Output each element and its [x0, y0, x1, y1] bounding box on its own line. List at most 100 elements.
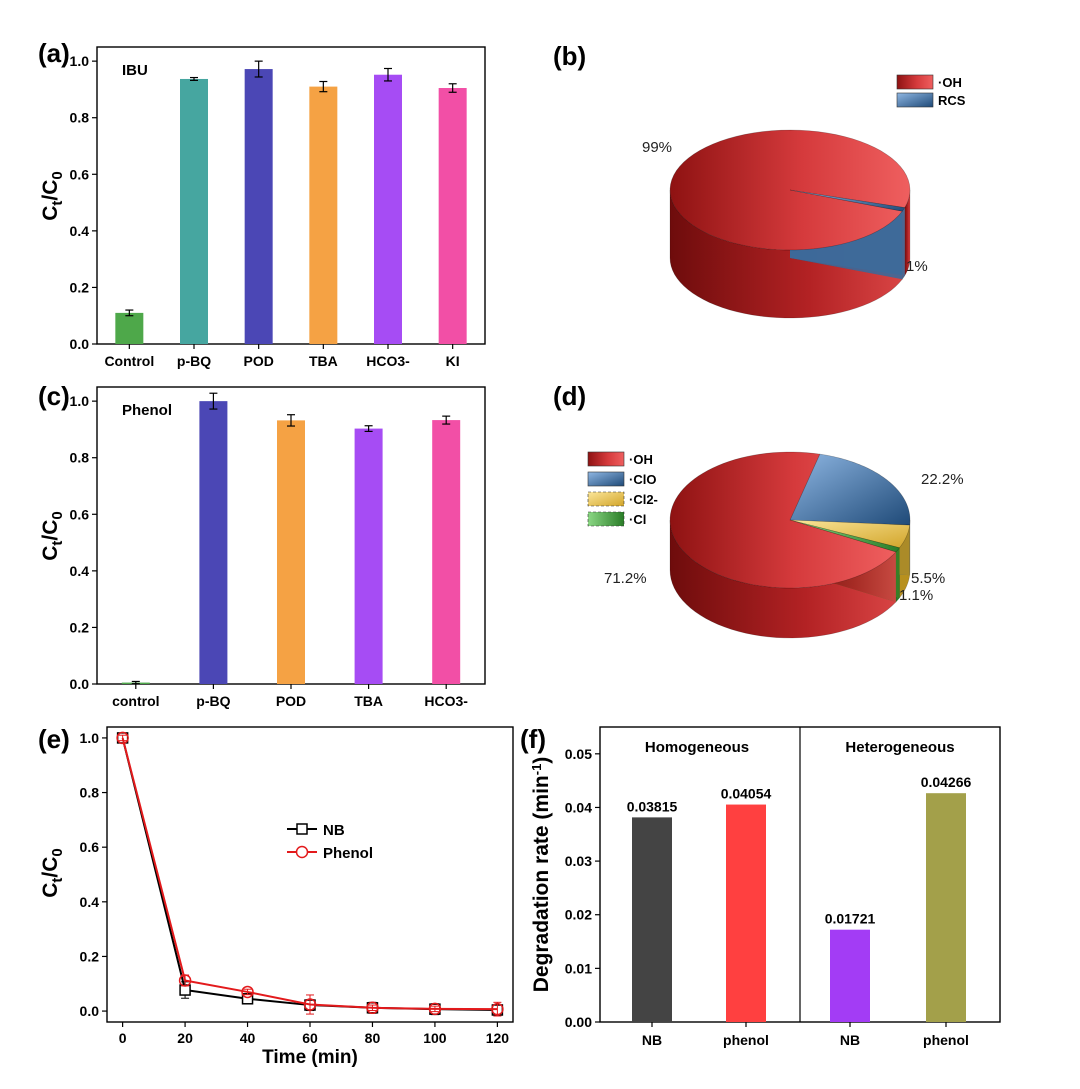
chart-d-legend-swatch [587, 471, 625, 487]
chart-c-ytick-label: 1.0 [70, 393, 90, 409]
chart-e-legend-marker [296, 823, 308, 835]
chart-f-group-label: Homogeneous [645, 739, 749, 756]
chart-c-bar [354, 428, 383, 684]
chart-d-slice-·Cl2- [789, 519, 911, 549]
chart-e-legend-label: NB [323, 822, 345, 839]
chart-f-ytick-label: 0.00 [565, 1014, 592, 1030]
chart-a-ytick-label: 0.4 [70, 223, 90, 239]
chart-e-point-Phenol [241, 985, 254, 999]
chart-d-legend-label: ·Cl2- [629, 492, 658, 507]
chart-e-point-Phenol [116, 731, 129, 745]
chart-d-legend-label: ·Cl [629, 512, 646, 527]
chart-a-bar [115, 312, 144, 344]
chart-a-bar [180, 78, 208, 344]
chart-b-value-label: 99% [642, 139, 672, 156]
chart-e-point-Phenol [303, 998, 317, 1011]
chart-c-bar [277, 420, 305, 684]
chart-a-bar [438, 88, 467, 344]
chart-a-bar [374, 74, 402, 344]
chart-c-ytick-label: 0.8 [70, 450, 90, 466]
chart-a-ytick-label: 0.2 [70, 279, 90, 295]
chart-d-value-label: 71.2% [604, 570, 647, 587]
chart-d-slice-·OH [669, 451, 897, 589]
chart-e-series-line-NB [121, 737, 498, 1011]
panel-label-e: (e) [38, 724, 70, 754]
chart-c-xtick-label: p-BQ [196, 693, 230, 709]
chart-e-ytick-label: 0.2 [80, 948, 100, 964]
chart-d-slice-·ClO [789, 453, 911, 526]
chart-c-ytick-label: 0.2 [70, 619, 90, 635]
chart-c-ytick-label: 0.4 [70, 563, 90, 579]
chart-b-legend-swatch [896, 74, 934, 90]
panel-label-c: (c) [38, 381, 70, 411]
panel-label-b: (b) [553, 41, 586, 71]
chart-f-group-label: Heterogeneous [845, 739, 954, 756]
chart-a-xtick-label: p-BQ [177, 353, 211, 369]
chart-e-xtick-label: 0 [119, 1030, 127, 1046]
chart-b-value-label: 1% [906, 258, 928, 275]
chart-a-bar [244, 69, 273, 344]
chart-e-xtick-label: 40 [240, 1030, 256, 1046]
chart-a-xtick-label: KI [446, 353, 460, 369]
chart-e-xlabel: Time (min) [262, 1047, 358, 1068]
chart-a-ytick-label: 0.8 [70, 110, 90, 126]
chart-f-xtick-label: NB [840, 1032, 860, 1048]
chart-f-ytick-label: 0.02 [565, 907, 592, 923]
chart-d-pie: ·OH ·ClO ·Cl2- ·Cl 71.2% 22.2% 5.5%1.1% [587, 451, 964, 639]
chart-f-value-label: 0.04266 [921, 774, 972, 790]
chart-a-ytick-label: 0.6 [70, 166, 90, 182]
chart-a-title: IBU [122, 62, 148, 79]
chart-c-xtick-label: control [112, 693, 159, 709]
chart-d-legend-label: ·ClO [629, 472, 656, 487]
chart-c-ytick-label: 0.6 [70, 506, 90, 522]
chart-f-bar [830, 929, 870, 1022]
chart-e-point-Phenol [178, 974, 192, 987]
chart-d-legend-swatch [587, 491, 625, 507]
chart-f-ylabel: Degradation rate (min-1) [529, 757, 553, 993]
chart-d-legend-swatch [587, 451, 625, 467]
chart-a-xtick-label: HCO3- [366, 353, 410, 369]
chart-e-xtick-label: 100 [423, 1030, 447, 1046]
chart-c-xtick-label: HCO3- [424, 693, 468, 709]
chart-e-ytick-label: 1.0 [80, 730, 100, 746]
chart-a-bar [309, 86, 338, 344]
chart-e-xtick-label: 80 [365, 1030, 381, 1046]
chart-a-xtick-label: Control [104, 353, 154, 369]
chart-a-ylabel: Ct/C0 [39, 171, 66, 221]
chart-c-bar [432, 420, 461, 684]
chart-f-bar [632, 817, 672, 1022]
chart-f-xtick-label: phenol [723, 1032, 769, 1048]
panel-label-d: (d) [553, 381, 586, 411]
chart-d-value-label: 1.1% [899, 587, 933, 604]
chart-b-legend-label: ·OH [938, 75, 962, 90]
chart-a-bar: 0.0 0.2 0.4 0.6 0.8 1.0 Control p-BQ POD TBA HCO3-… [39, 46, 486, 369]
chart-b-pie: ·OH RCS 99% 1% [642, 74, 966, 319]
chart-e-point-Phenol [428, 1002, 442, 1016]
chart-d-slice-·Cl [789, 519, 901, 553]
chart-e-ylabel: Ct/C0 [39, 848, 66, 898]
chart-e-point-Phenol [491, 1002, 504, 1016]
chart-f-ytick-label: 0.01 [565, 960, 592, 976]
chart-e-frame [106, 726, 514, 1023]
chart-e-ytick-label: 0.4 [80, 894, 100, 910]
chart-e-xtick-label: 20 [177, 1030, 193, 1046]
chart-e-line: 0.0 0.2 0.4 0.6 0.8 1.0 0 20 40 60 80 100 120 NB Pheno… [39, 726, 514, 1068]
chart-e-point-Phenol [366, 1001, 379, 1015]
chart-d-value-label: 22.2% [921, 471, 964, 488]
chart-b-slice-RCS [789, 189, 906, 212]
chart-f-ytick-label: 0.04 [565, 799, 592, 815]
chart-f-xtick-label: phenol [923, 1032, 969, 1048]
chart-e-xtick-label: 60 [302, 1030, 318, 1046]
chart-c-xtick-label: POD [276, 693, 306, 709]
chart-c-bar [199, 401, 228, 684]
chart-f-ytick-label: 0.05 [565, 746, 592, 762]
chart-a-xtick-label: TBA [309, 353, 338, 369]
chart-f-value-label: 0.01721 [825, 911, 876, 927]
chart-f-ytick-label: 0.03 [565, 853, 592, 869]
chart-c-bar: 0.0 0.2 0.4 0.6 0.8 1.0 control p-BQ POD TBA HCO3-… [39, 386, 486, 709]
chart-c-ytick-label: 0.0 [70, 676, 90, 692]
chart-f-bar: 0.00 0.01 0.02 0.03 0.04 0.05 NB 0.03815 phenol 0… [529, 726, 1001, 1048]
chart-f-value-label: 0.03815 [627, 798, 678, 814]
chart-f-xtick-label: NB [642, 1032, 662, 1048]
